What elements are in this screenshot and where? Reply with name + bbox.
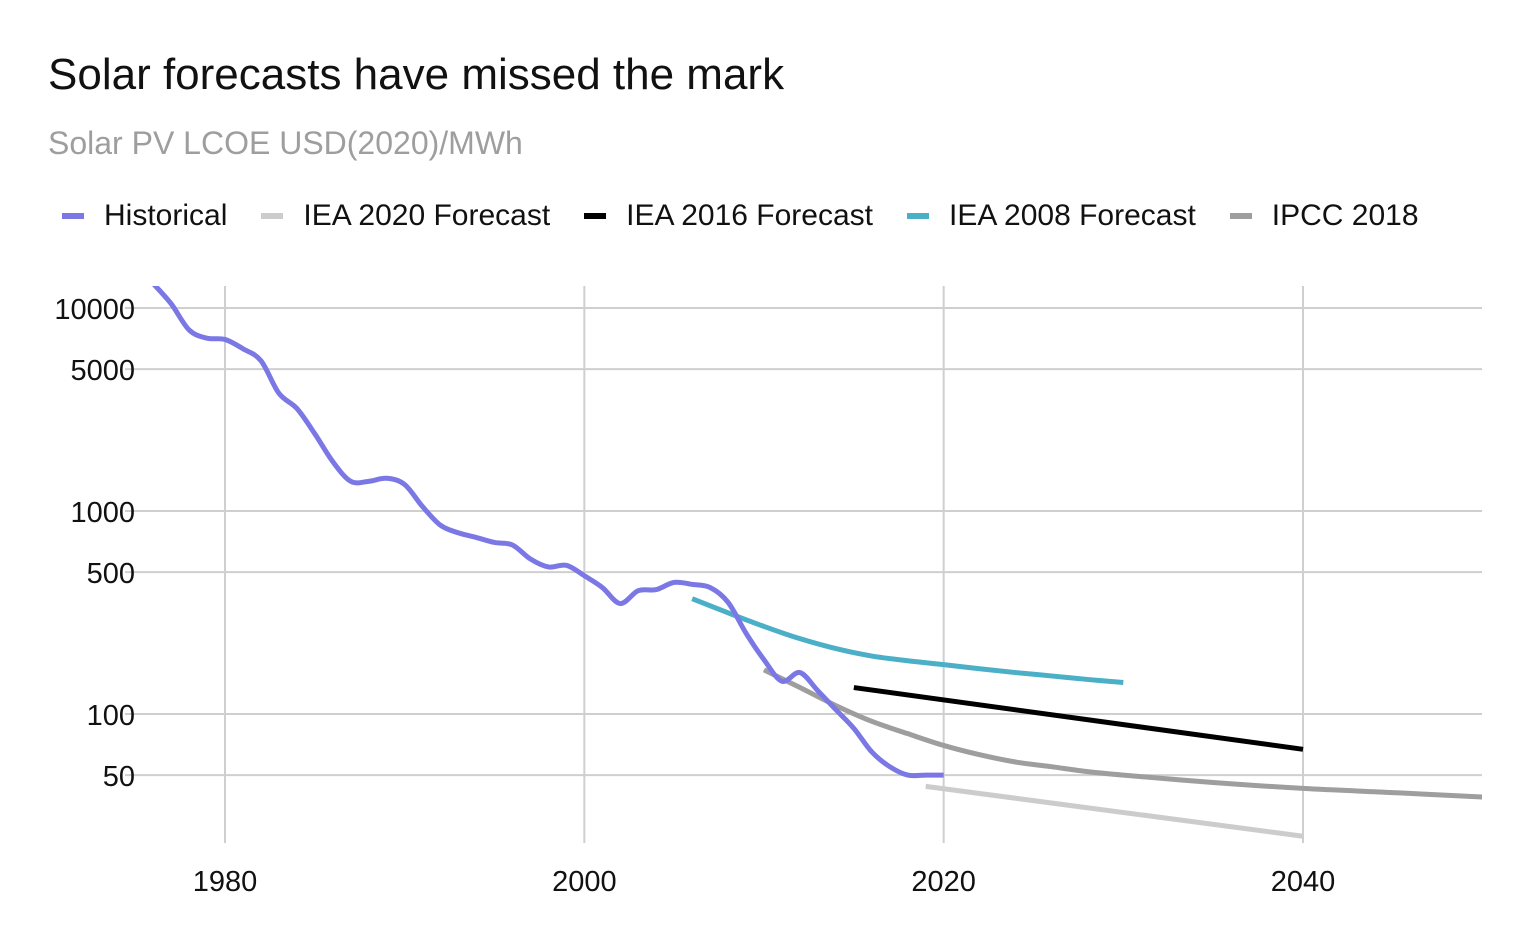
legend-item-iea-2020[interactable]: IEA 2020 Forecast: [261, 199, 550, 233]
legend-swatch-historical: [62, 213, 84, 219]
y-tick-label: 50: [103, 761, 135, 793]
x-tick-label: 2020: [911, 866, 976, 898]
y-tick-label: 1000: [70, 497, 135, 529]
y-tick-label: 5000: [70, 355, 135, 387]
legend-item-iea-2008[interactable]: IEA 2008 Forecast: [906, 199, 1196, 233]
series-iea-2020-line: [925, 783, 1304, 839]
legend-item-ipcc-2018[interactable]: IPCC 2018: [1229, 199, 1419, 233]
legend-item-historical[interactable]: Historical: [62, 199, 227, 233]
chart-title: Solar forecasts have missed the mark: [48, 50, 785, 99]
legend-swatch-iea-2020: [261, 213, 284, 219]
series-ipcc-2018-line: [762, 667, 1482, 800]
series-iea-2016-line: [853, 685, 1304, 752]
x-tick-label: 2000: [552, 866, 617, 898]
y-tick-label: 10000: [54, 294, 135, 326]
legend-label-historical: Historical: [104, 199, 228, 232]
legend-swatch-ipcc-2018: [1229, 213, 1252, 219]
legend-label-ipcc-2018: IPCC 2018: [1271, 199, 1419, 232]
y-tick-label: 100: [87, 700, 135, 732]
x-tick-label: 2040: [1271, 866, 1336, 898]
chart-subtitle: Solar PV LCOE USD(2020)/MWh: [48, 125, 523, 161]
legend-swatch-iea-2008: [906, 213, 929, 219]
legend-label-iea-2020: IEA 2020 Forecast: [303, 199, 551, 232]
legend-item-iea-2016[interactable]: IEA 2016 Forecast: [584, 199, 873, 233]
series-iea-2008-line: [691, 596, 1124, 685]
legend: Historical IEA 2020 Forecast IEA 2016 Fo…: [62, 196, 1453, 236]
x-tick-label: 1980: [193, 866, 258, 898]
y-tick-label: 500: [87, 558, 135, 590]
legend-label-iea-2008: IEA 2008 Forecast: [948, 199, 1196, 232]
legend-swatch-iea-2016: [584, 213, 607, 219]
legend-label-iea-2016: IEA 2016 Forecast: [626, 199, 873, 232]
series-historical-line: [152, 286, 944, 779]
